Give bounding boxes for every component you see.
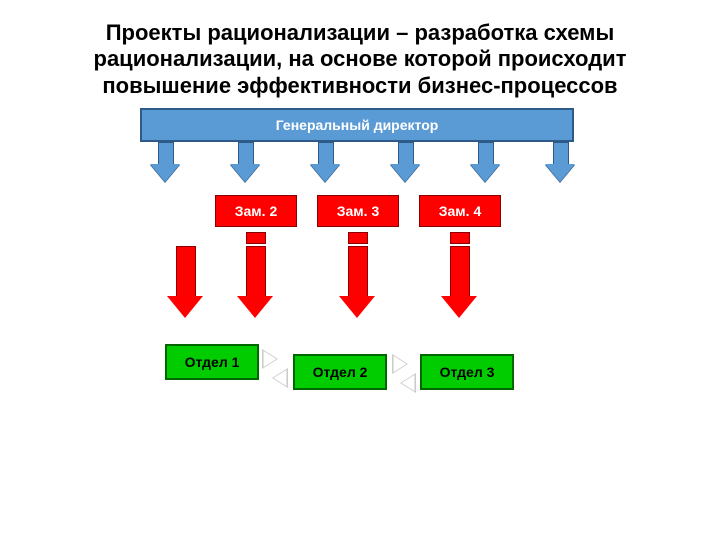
zam-box-2: Зам. 2 — [215, 195, 297, 227]
page-title: Проекты рационализации – разработка схем… — [50, 20, 670, 99]
horiz-arrow-4 — [400, 373, 416, 393]
zam-box-4: Зам. 4 — [419, 195, 501, 227]
dept-box-2: Отдел 2 — [293, 354, 387, 390]
director-box: Генеральный директор — [140, 108, 574, 142]
horiz-arrow-2 — [272, 368, 288, 388]
zam-box-3: Зам. 3 — [317, 195, 399, 227]
horiz-arrow-3 — [392, 354, 408, 374]
horiz-arrow-1 — [262, 349, 278, 369]
dept-box-1: Отдел 1 — [165, 344, 259, 380]
dept-box-3: Отдел 3 — [420, 354, 514, 390]
